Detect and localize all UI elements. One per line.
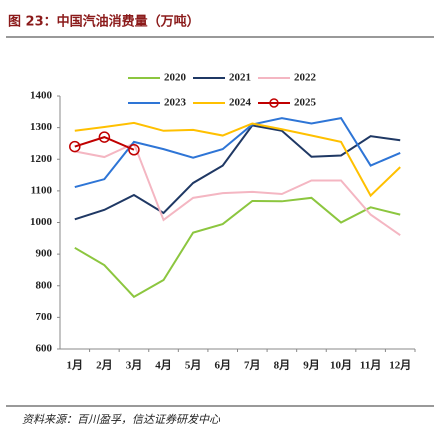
- y-tick-label: 1200: [30, 153, 53, 165]
- y-tick-label: 1300: [30, 121, 53, 133]
- x-tick-label: 7月: [244, 359, 261, 372]
- legend-label: 2020: [164, 72, 187, 84]
- series-line: [74, 196, 401, 299]
- y-tick-label: 900: [36, 248, 53, 260]
- legend-label: 2023: [164, 97, 187, 109]
- legend-label: 2022: [294, 72, 317, 84]
- y-tick-label: 800: [36, 279, 53, 291]
- x-tick-label: 5月: [185, 359, 202, 372]
- point: [69, 140, 81, 153]
- x-tick-label: 12月: [389, 359, 411, 372]
- legend-marker: [269, 98, 279, 108]
- series-line: [74, 142, 401, 236]
- legend-label: 2025: [294, 97, 317, 109]
- x-tick-label: 1月: [67, 359, 84, 372]
- y-tick-label: 1000: [30, 216, 53, 228]
- x-tick-label: 2月: [96, 359, 113, 372]
- point: [98, 131, 111, 143]
- x-tick-label: 6月: [214, 359, 231, 372]
- point: [128, 144, 140, 156]
- x-tick-label: 3月: [126, 359, 143, 372]
- series-line: [74, 124, 401, 221]
- x-tick-label: 8月: [274, 359, 291, 372]
- x-tick-label: 4月: [155, 359, 172, 372]
- y-tick-label: 1100: [31, 184, 53, 196]
- series-line: [74, 121, 401, 198]
- legend-label: 2021: [229, 72, 251, 84]
- series-line: [74, 136, 135, 151]
- source: 资料来源：百川盈孚，信达证券研发中心: [22, 413, 221, 426]
- x-tick-label: 9月: [303, 359, 320, 372]
- x-tick-label: 10月: [330, 359, 352, 372]
- chart-title: 图 23：中国汽油消费量（万吨）: [8, 14, 200, 30]
- y-tick-label: 700: [36, 311, 53, 323]
- x-tick-label: 11月: [360, 359, 381, 372]
- y-tick-label: 600: [36, 343, 53, 355]
- legend-label: 2024: [229, 97, 252, 109]
- y-tick-label: 1400: [30, 90, 53, 102]
